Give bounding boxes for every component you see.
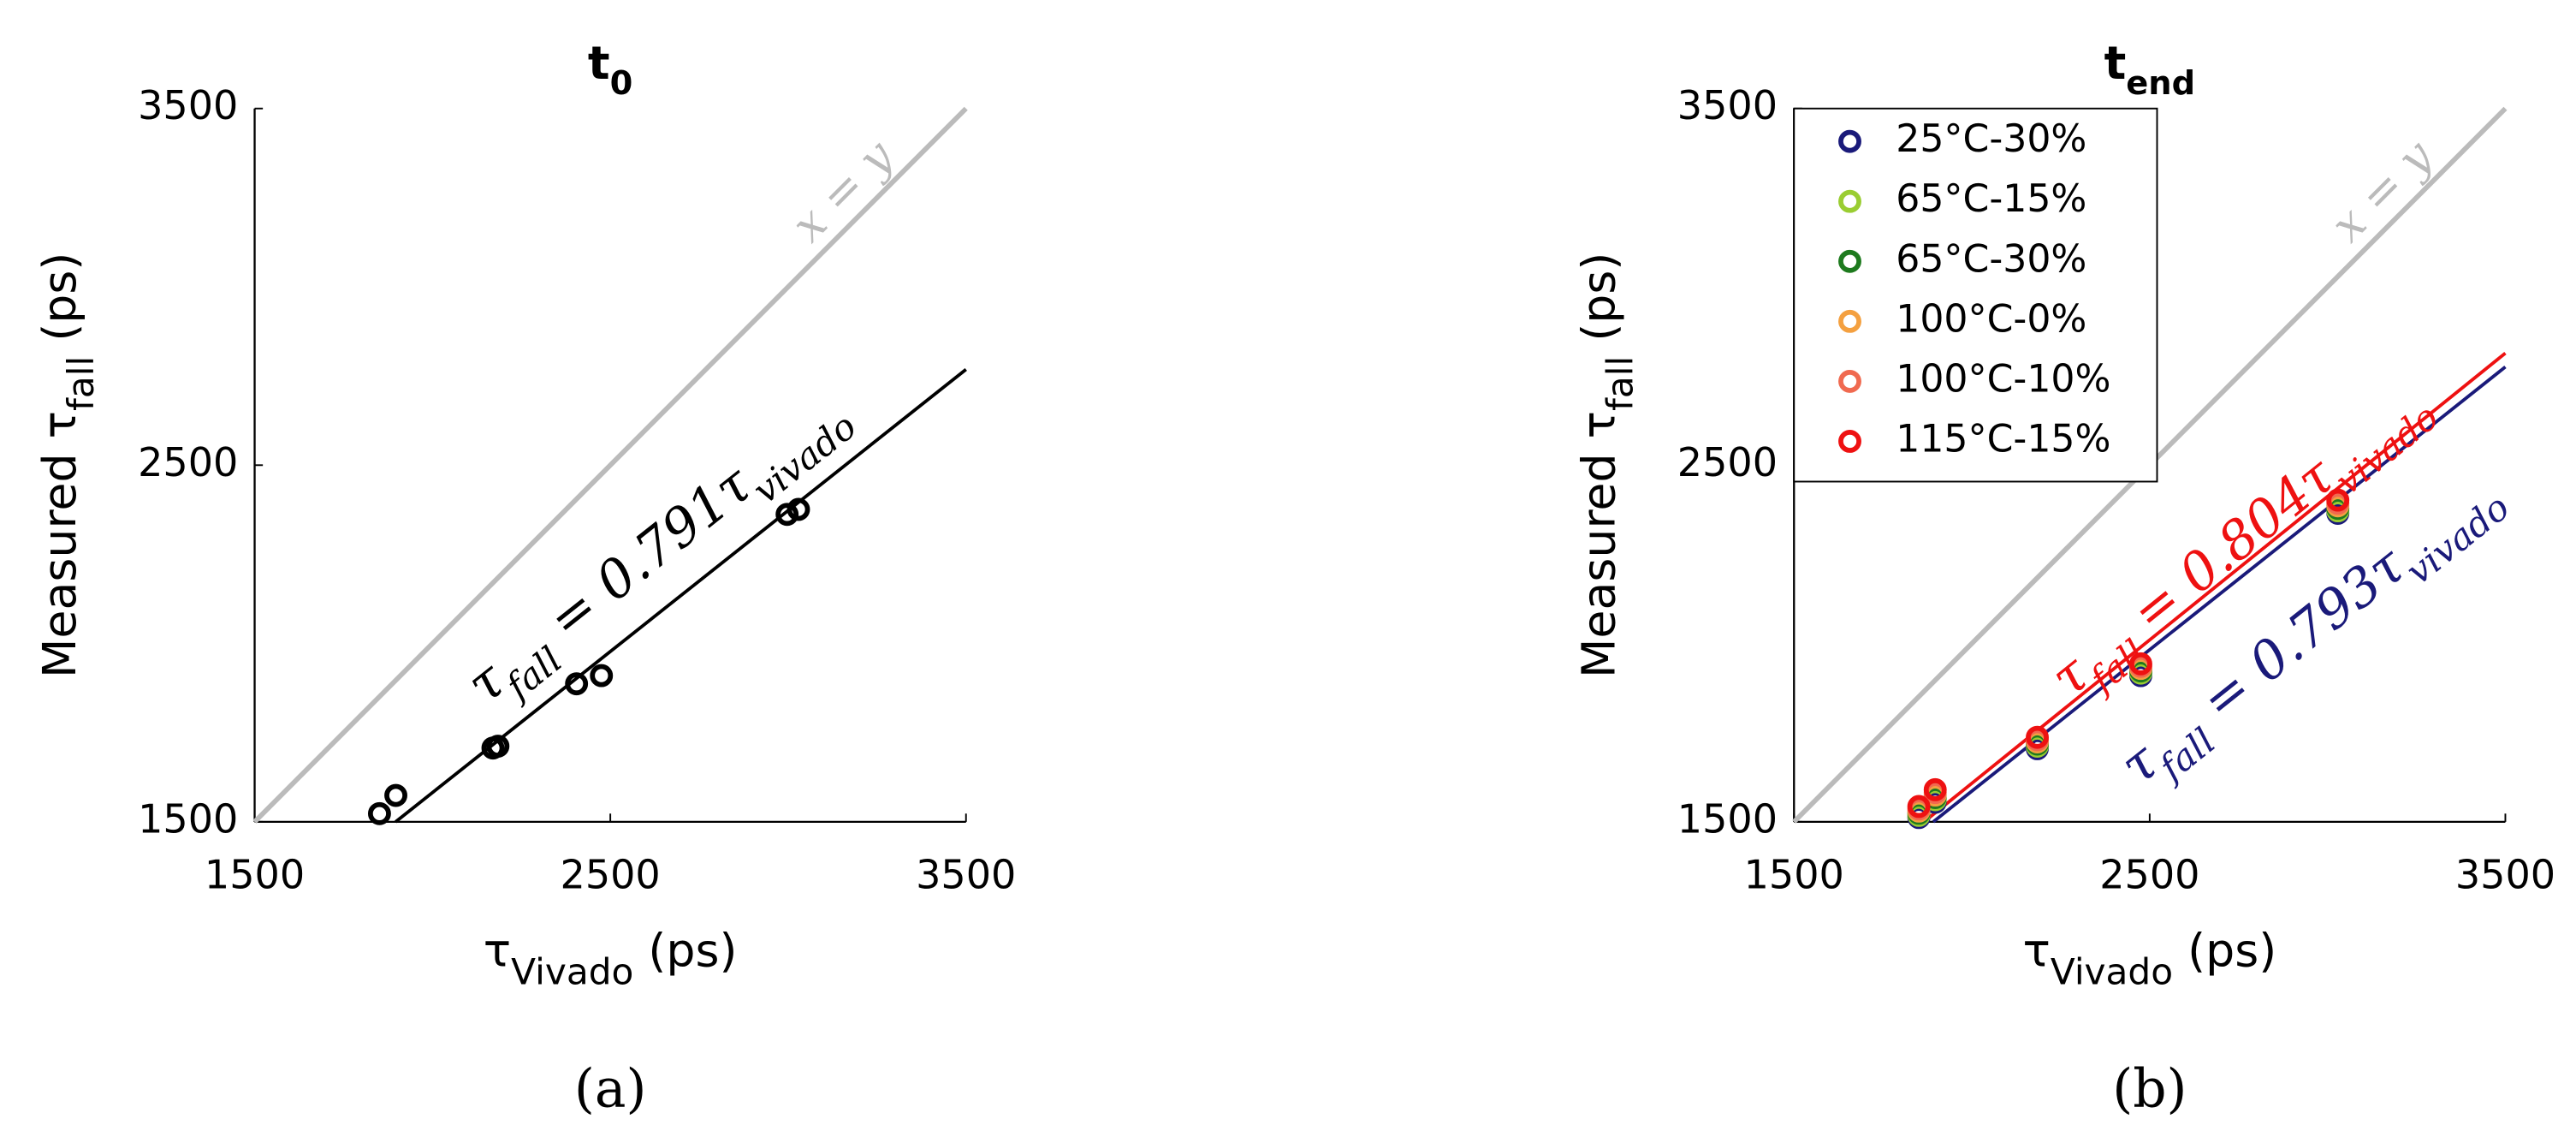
- y-tick-label: 2500: [1677, 439, 1778, 485]
- point: [590, 664, 614, 688]
- text-part: (ps): [633, 923, 737, 977]
- y-tick-label: 3500: [1677, 82, 1778, 128]
- text-part: vivado: [745, 405, 864, 512]
- x-tick-label: 1500: [205, 852, 305, 898]
- caption: (b): [2112, 1059, 2187, 1120]
- legend-marker: [1838, 189, 1861, 213]
- text-part: Measured τ: [1571, 411, 1625, 678]
- x-tick-label: 2500: [2099, 852, 2199, 898]
- text-part: fall: [1600, 356, 1641, 411]
- point: [2129, 652, 2152, 676]
- x-tick-label: 3500: [916, 852, 1016, 898]
- x-axis-label: τVivado (ps): [2023, 923, 2277, 992]
- text-part: (ps): [1571, 253, 1625, 356]
- text-part: Vivado: [511, 950, 633, 992]
- text-part: end: [2126, 64, 2195, 103]
- legend-marker: [1838, 129, 1861, 153]
- text-part: vivado: [2327, 396, 2446, 503]
- text-part: Vivado: [2051, 950, 2173, 992]
- chart-title: t0: [588, 35, 632, 102]
- legend: 25°C-30% 65°C-15% 65°C-30% 100°C-0% 100°C-10…: [1793, 107, 2158, 483]
- legend-marker: [1838, 430, 1861, 453]
- y-axis-label: Measured τfall (ps): [1571, 253, 1641, 678]
- y-tick-label: 1500: [1677, 795, 1778, 842]
- text-part: t: [2104, 35, 2127, 89]
- point: [786, 497, 810, 521]
- chart-title: tend: [2104, 35, 2196, 102]
- legend-marker: [1838, 309, 1861, 333]
- x-tick-label: 2500: [561, 852, 661, 898]
- point: [1907, 795, 1931, 819]
- legend-label: 65°C-15%: [1896, 177, 2086, 221]
- point: [384, 783, 407, 807]
- point: [2326, 488, 2350, 512]
- y-axis-label: Measured τfall (ps): [33, 253, 102, 678]
- x-tick-label: 1500: [1744, 852, 1844, 898]
- point: [565, 672, 589, 696]
- point: [486, 735, 510, 758]
- identity-line: [252, 106, 968, 824]
- y-tick-label: 3500: [138, 82, 238, 128]
- legend-label: 65°C-30%: [1896, 237, 2086, 281]
- text-part: Measured τ: [33, 411, 86, 678]
- point: [775, 503, 799, 527]
- text-part: τ: [484, 923, 511, 977]
- text-part: (ps): [33, 253, 86, 356]
- text-part: (ps): [2173, 923, 2276, 977]
- point: [367, 801, 391, 825]
- legend-label: 115°C-15%: [1896, 417, 2110, 461]
- text-part: 0: [610, 64, 633, 103]
- text-part: fall: [60, 356, 102, 411]
- legend-label: 25°C-30%: [1896, 117, 2086, 161]
- point: [1923, 777, 1947, 801]
- fit-line: [1923, 352, 2507, 824]
- chart: t0(a)τVivado (ps)Measured τfall (ps)1500…: [33, 35, 1017, 1119]
- legend-label: 100°C-10%: [1896, 357, 2110, 401]
- text-part: t: [588, 35, 610, 89]
- text-part: vivado: [2398, 485, 2517, 592]
- x-axis-label: τVivado (ps): [484, 923, 738, 992]
- y-tick-label: 2500: [138, 439, 238, 485]
- caption: (a): [574, 1059, 647, 1120]
- chart: tend(b)τVivado (ps)Measured τfall (ps)15…: [1571, 35, 2555, 1119]
- legend-marker: [1838, 369, 1861, 393]
- legend-box: [1793, 107, 2158, 483]
- fit-label: τfall = 0.791τvivado: [456, 380, 864, 725]
- y-tick-label: 1500: [138, 795, 238, 842]
- point: [2026, 725, 2049, 749]
- legend-marker: [1838, 249, 1861, 273]
- legend-label: 100°C-0%: [1896, 297, 2086, 341]
- text-part: τ: [2023, 923, 2051, 977]
- x-tick-label: 3500: [2455, 852, 2555, 898]
